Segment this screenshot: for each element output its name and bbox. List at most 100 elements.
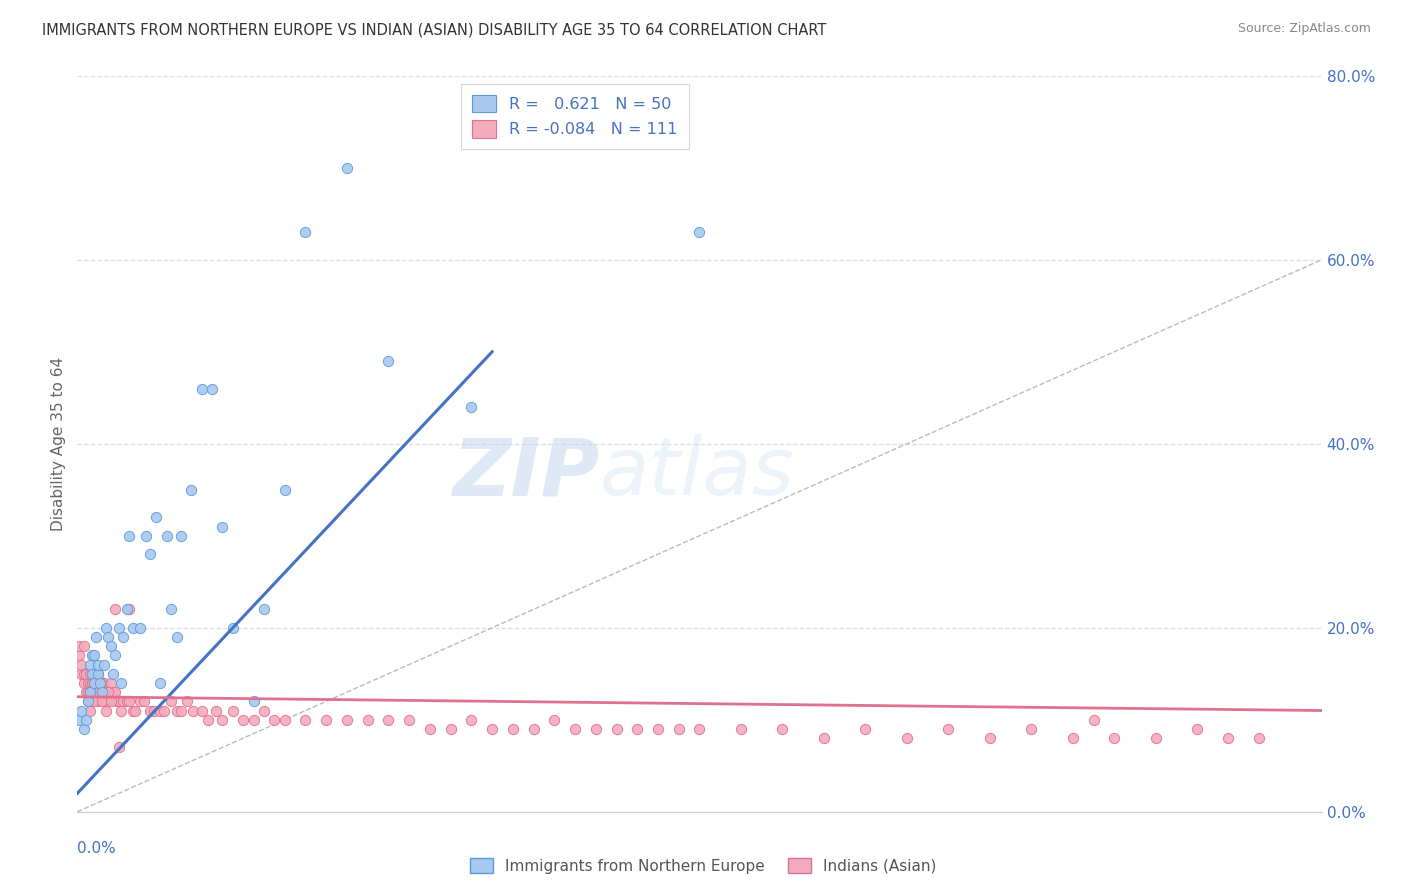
Point bbox=[108, 694, 131, 708]
Point bbox=[104, 602, 127, 616]
Point bbox=[104, 648, 127, 663]
Point bbox=[80, 685, 103, 699]
Point bbox=[97, 685, 120, 699]
Point bbox=[96, 621, 118, 635]
Point bbox=[159, 602, 181, 616]
Point bbox=[75, 666, 97, 681]
Point bbox=[87, 666, 110, 681]
Point bbox=[1187, 722, 1209, 736]
Point bbox=[100, 694, 122, 708]
Point bbox=[896, 731, 918, 746]
Point bbox=[315, 713, 337, 727]
Point bbox=[100, 676, 122, 690]
Point bbox=[440, 722, 463, 736]
Point bbox=[564, 722, 586, 736]
Point bbox=[96, 694, 118, 708]
Point bbox=[111, 694, 134, 708]
Point bbox=[145, 510, 167, 524]
Point bbox=[93, 657, 115, 672]
Point bbox=[813, 731, 835, 746]
Point bbox=[104, 685, 127, 699]
Point bbox=[84, 676, 107, 690]
Point bbox=[110, 676, 132, 690]
Point bbox=[84, 630, 107, 644]
Point bbox=[689, 225, 711, 239]
Point bbox=[87, 657, 110, 672]
Point bbox=[585, 722, 607, 736]
Point bbox=[1144, 731, 1167, 746]
Point bbox=[153, 704, 176, 718]
Text: Source: ZipAtlas.com: Source: ZipAtlas.com bbox=[1237, 22, 1371, 36]
Point bbox=[626, 722, 648, 736]
Point bbox=[689, 722, 711, 736]
Point bbox=[100, 639, 122, 653]
Point bbox=[502, 722, 524, 736]
Point bbox=[76, 685, 98, 699]
Point bbox=[1083, 713, 1105, 727]
Point bbox=[118, 602, 141, 616]
Legend: R =   0.621   N = 50, R = -0.084   N = 111: R = 0.621 N = 50, R = -0.084 N = 111 bbox=[461, 84, 689, 149]
Point bbox=[1249, 731, 1271, 746]
Point bbox=[201, 382, 224, 396]
Point bbox=[460, 400, 482, 414]
Point bbox=[122, 621, 145, 635]
Point bbox=[105, 694, 128, 708]
Point bbox=[377, 354, 399, 368]
Point bbox=[242, 713, 264, 727]
Point bbox=[67, 713, 90, 727]
Point bbox=[155, 529, 177, 543]
Point bbox=[398, 713, 420, 727]
Point bbox=[139, 547, 162, 561]
Point bbox=[938, 722, 960, 736]
Point bbox=[108, 621, 131, 635]
Point bbox=[75, 685, 97, 699]
Point bbox=[111, 630, 134, 644]
Point bbox=[419, 722, 441, 736]
Point bbox=[67, 639, 90, 653]
Point bbox=[294, 713, 316, 727]
Point bbox=[668, 722, 690, 736]
Point bbox=[70, 666, 93, 681]
Point bbox=[76, 676, 98, 690]
Point bbox=[70, 657, 93, 672]
Point bbox=[83, 676, 105, 690]
Point bbox=[855, 722, 877, 736]
Point bbox=[84, 676, 107, 690]
Point bbox=[118, 694, 141, 708]
Point bbox=[357, 713, 380, 727]
Point bbox=[135, 529, 157, 543]
Point bbox=[87, 685, 110, 699]
Point bbox=[222, 704, 245, 718]
Text: 0.0%: 0.0% bbox=[77, 841, 117, 856]
Point bbox=[101, 685, 124, 699]
Point bbox=[80, 648, 103, 663]
Point bbox=[149, 704, 172, 718]
Point bbox=[76, 694, 98, 708]
Point bbox=[72, 722, 94, 736]
Point bbox=[149, 676, 172, 690]
Point bbox=[80, 676, 103, 690]
Point bbox=[124, 704, 146, 718]
Point bbox=[211, 713, 233, 727]
Point bbox=[89, 676, 111, 690]
Point bbox=[79, 657, 101, 672]
Point bbox=[647, 722, 669, 736]
Point bbox=[1021, 722, 1043, 736]
Point bbox=[108, 740, 131, 755]
Point bbox=[72, 676, 94, 690]
Legend: Immigrants from Northern Europe, Indians (Asian): Immigrants from Northern Europe, Indians… bbox=[464, 852, 942, 880]
Point bbox=[183, 704, 205, 718]
Point bbox=[191, 382, 214, 396]
Point bbox=[70, 704, 93, 718]
Point bbox=[294, 225, 316, 239]
Point bbox=[1062, 731, 1084, 746]
Point bbox=[222, 621, 245, 635]
Point bbox=[83, 648, 105, 663]
Point bbox=[197, 713, 219, 727]
Point bbox=[79, 704, 101, 718]
Point bbox=[67, 648, 90, 663]
Text: atlas: atlas bbox=[600, 434, 794, 512]
Point bbox=[84, 685, 107, 699]
Point bbox=[170, 704, 193, 718]
Point bbox=[166, 630, 188, 644]
